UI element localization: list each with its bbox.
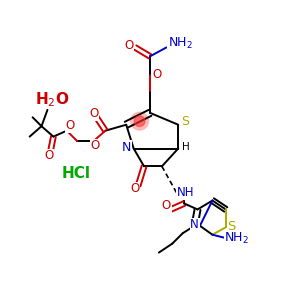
Text: O: O (65, 119, 74, 132)
Text: O: O (90, 139, 100, 152)
Text: NH$_2$: NH$_2$ (168, 35, 193, 51)
Circle shape (134, 116, 145, 127)
Text: H$_2$O: H$_2$O (35, 90, 69, 109)
Text: O: O (124, 40, 133, 52)
Circle shape (131, 112, 148, 130)
Text: O: O (162, 200, 171, 212)
Text: N: N (190, 218, 199, 231)
Text: S: S (227, 220, 236, 232)
Text: O: O (152, 68, 161, 81)
Text: NH$_2$: NH$_2$ (224, 231, 249, 246)
Text: H: H (182, 142, 190, 152)
Text: S: S (181, 115, 189, 128)
Text: O: O (130, 182, 140, 195)
Text: HCl: HCl (61, 166, 90, 181)
Text: O: O (44, 149, 54, 162)
Text: NH: NH (177, 186, 194, 199)
Text: N: N (122, 140, 131, 154)
Text: O: O (89, 107, 98, 120)
